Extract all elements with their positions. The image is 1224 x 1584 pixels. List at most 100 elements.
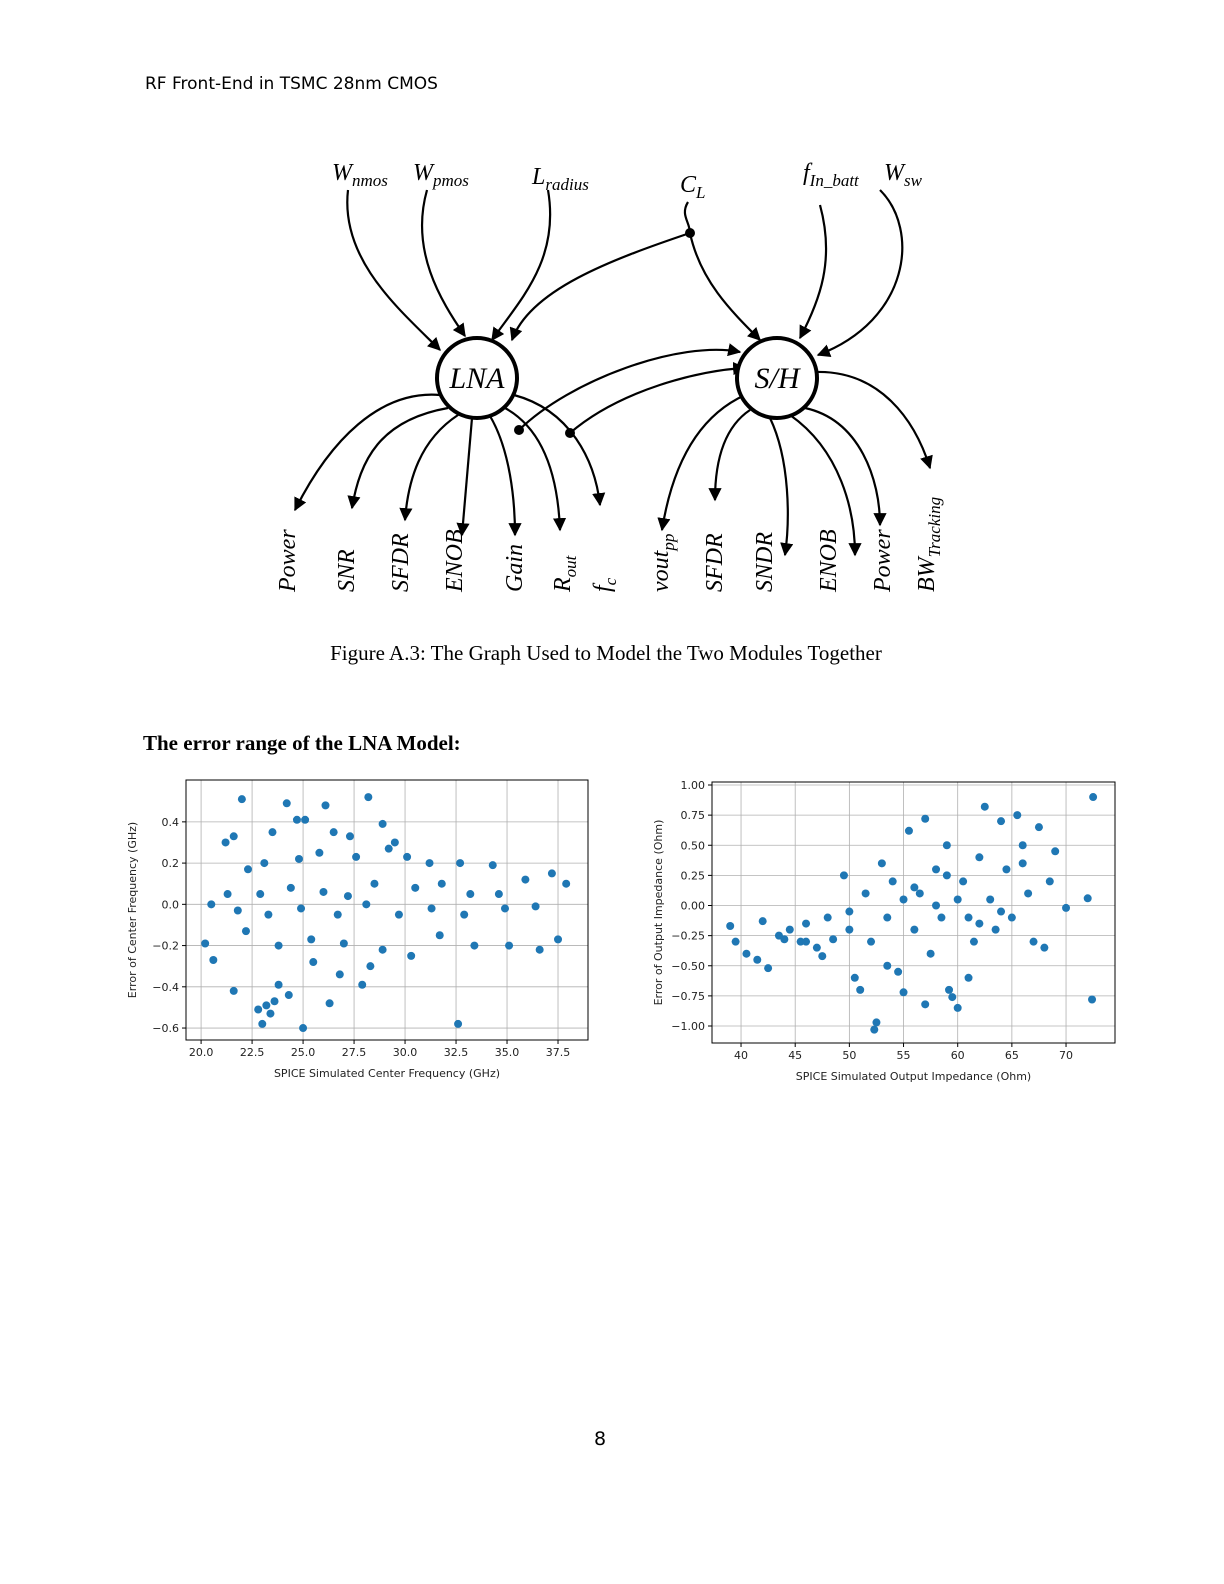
node-label: LNA: [448, 362, 505, 395]
plot-frame: [185, 779, 589, 1041]
node-label: CL: [680, 172, 705, 202]
point: [201, 939, 210, 948]
node-label: ENOB: [442, 529, 468, 593]
point: [975, 853, 984, 862]
point: [454, 1019, 463, 1028]
point: [915, 889, 924, 898]
point: [554, 935, 563, 944]
point: [1029, 937, 1038, 946]
point: [904, 826, 913, 835]
label-subscript: pp: [659, 534, 678, 552]
point: [845, 907, 854, 916]
node-label: S/H: [755, 362, 802, 395]
point: [505, 941, 514, 950]
point: [321, 801, 330, 810]
x-tick-label: 40: [734, 1049, 748, 1062]
point: [403, 852, 412, 861]
point: [352, 852, 361, 861]
point: [345, 832, 354, 841]
point: [297, 904, 306, 913]
point: [274, 941, 283, 950]
point: [1034, 823, 1043, 832]
point: [294, 854, 303, 863]
point: [839, 871, 848, 880]
y-tick-label: 0.50: [681, 839, 706, 852]
node-label: fIn_batt: [803, 160, 860, 190]
label-base: vout: [648, 549, 674, 592]
point: [378, 819, 387, 828]
point: [1083, 894, 1092, 903]
point: [894, 967, 903, 976]
node-label: ENOB: [816, 529, 842, 593]
point: [264, 910, 273, 919]
point: [500, 904, 509, 913]
node-label: Wsw: [884, 160, 923, 190]
point: [384, 844, 393, 853]
point: [319, 887, 328, 896]
point: [764, 964, 773, 973]
point: [325, 999, 334, 1008]
point: [823, 913, 832, 922]
point: [221, 838, 230, 847]
node-label: Gain: [502, 544, 528, 592]
point: [964, 973, 973, 982]
point: [1045, 877, 1054, 886]
point: [758, 917, 767, 926]
point: [845, 925, 854, 934]
point: [1002, 865, 1011, 874]
label-base: SNR: [334, 549, 360, 592]
point: [883, 913, 892, 922]
y-axis-label: Error of Center Frequency (GHz): [126, 822, 139, 998]
point: [980, 802, 989, 811]
point: [742, 949, 751, 958]
point: [207, 900, 216, 909]
y-tick-label: −0.2: [152, 940, 179, 953]
y-tick-label: 0.4: [162, 816, 180, 829]
point: [535, 945, 544, 954]
point: [301, 815, 310, 824]
label-base: f: [590, 582, 616, 592]
x-tick-label: 37.5: [546, 1046, 571, 1059]
y-tick-label: 0.25: [681, 869, 706, 882]
label-base: SFDR: [702, 533, 728, 592]
label-base: W: [413, 160, 435, 186]
point: [1062, 903, 1071, 912]
y-tick-label: 0.75: [681, 809, 706, 822]
x-axis-label: SPICE Simulated Center Frequency (GHz): [274, 1067, 500, 1080]
point: [531, 902, 540, 911]
point: [466, 890, 475, 899]
label-base: R: [550, 577, 576, 593]
x-tick-label: 27.5: [342, 1046, 367, 1059]
point: [244, 865, 253, 874]
label-subscript: L: [695, 183, 705, 202]
point: [274, 980, 283, 989]
point: [959, 877, 968, 886]
node-label: fc: [590, 577, 620, 592]
point: [856, 985, 865, 994]
point: [223, 890, 232, 899]
node-label: Power: [275, 529, 301, 593]
point: [411, 883, 420, 892]
point: [1088, 995, 1097, 1004]
node-label: Rout: [550, 554, 580, 593]
x-tick-label: 65: [1005, 1049, 1019, 1062]
point: [494, 890, 503, 899]
point: [256, 890, 265, 899]
x-tick-label: 20.0: [189, 1046, 214, 1059]
point: [986, 895, 995, 904]
plot-frame: [711, 781, 1116, 1044]
point: [329, 828, 338, 837]
point: [562, 879, 571, 888]
point: [888, 877, 897, 886]
point: [1013, 811, 1022, 820]
point: [292, 815, 301, 824]
y-tick-label: 0.2: [162, 857, 180, 870]
running-header: RF Front-End in TSMC 28nm CMOS: [145, 74, 438, 94]
point: [802, 937, 811, 946]
x-tick-label: 60: [951, 1049, 965, 1062]
point: [910, 883, 919, 892]
point: [945, 985, 954, 994]
